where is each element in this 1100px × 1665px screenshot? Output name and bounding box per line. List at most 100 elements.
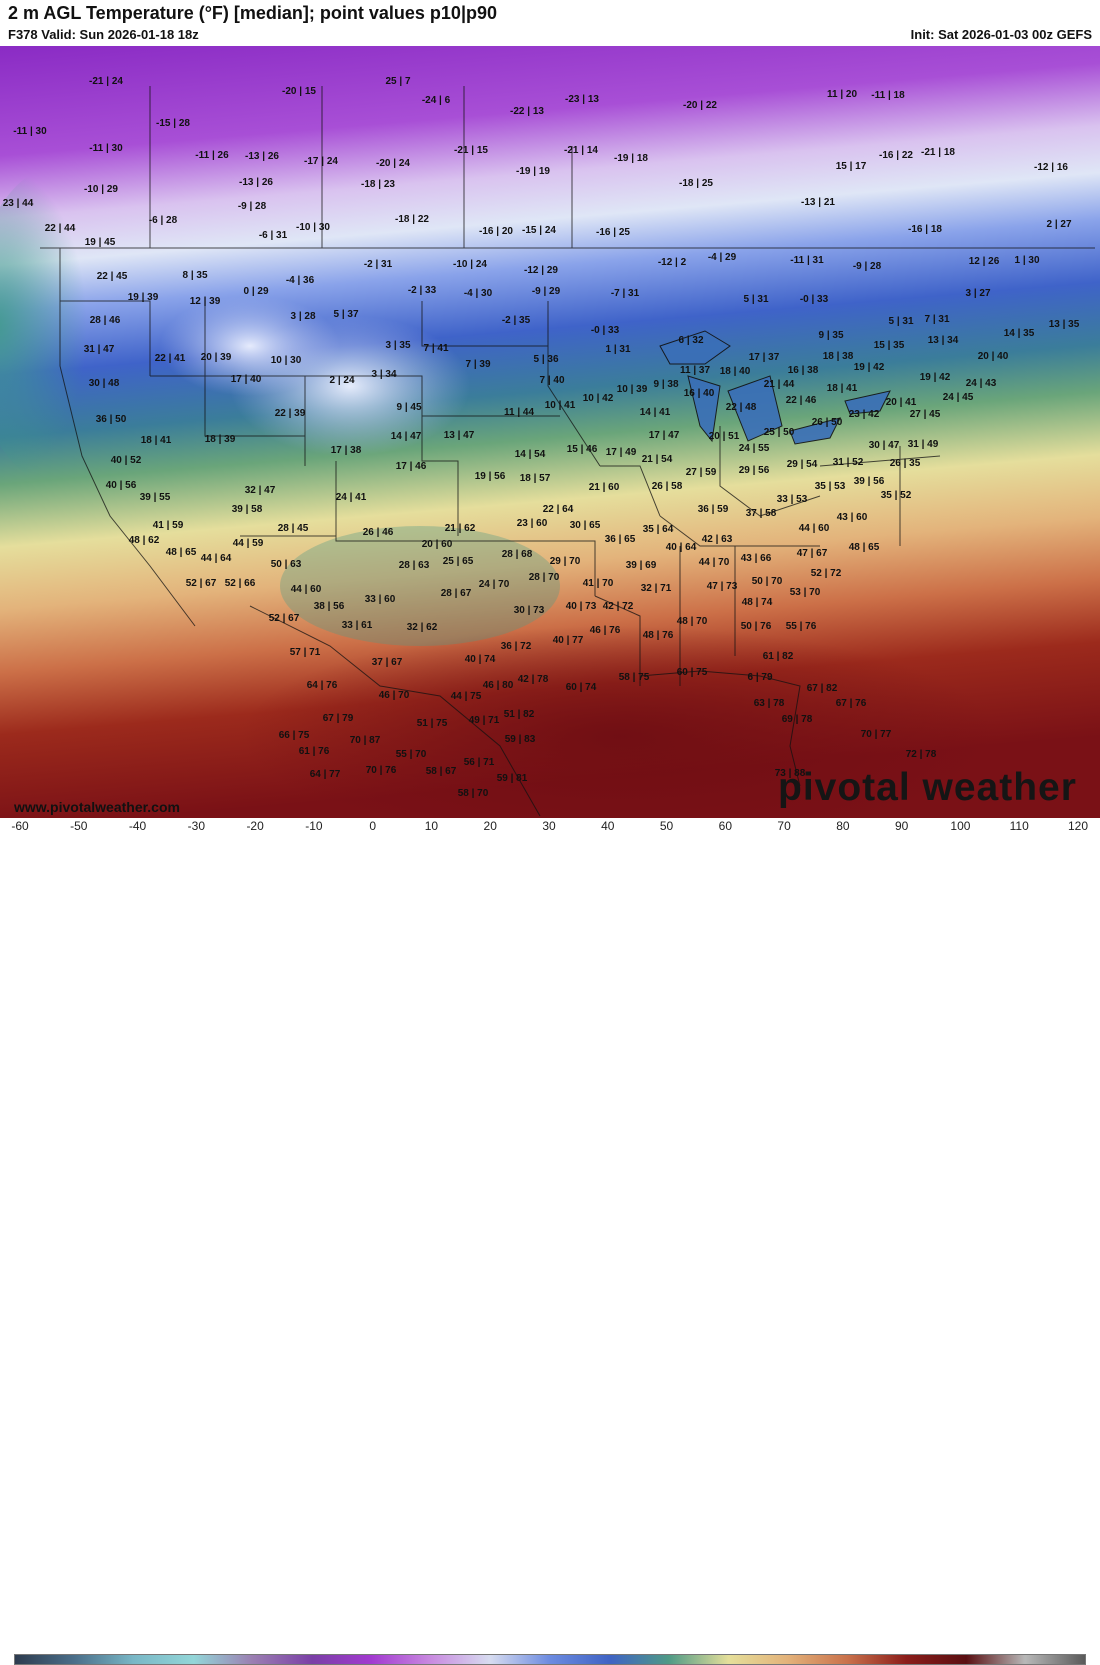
point-value: 37 | 67 (371, 657, 403, 668)
point-value: 17 | 46 (395, 461, 427, 472)
point-value: -19 | 19 (516, 166, 550, 177)
point-value: 48 | 76 (642, 630, 674, 641)
header-bar: 2 m AGL Temperature (°F) [median]; point… (0, 0, 1100, 46)
point-value: 22 | 64 (542, 504, 574, 515)
point-value: 13 | 35 (1048, 319, 1080, 330)
point-value: 0 | 29 (243, 286, 269, 297)
point-value: 32 | 71 (640, 583, 672, 594)
point-value: 13 | 34 (927, 335, 959, 346)
point-value: 33 | 60 (364, 594, 396, 605)
point-value: 40 | 64 (665, 542, 697, 553)
point-value: 55 | 70 (395, 749, 427, 760)
point-value: 43 | 66 (740, 553, 772, 564)
point-value: 5 | 37 (333, 309, 359, 320)
point-value: 2 | 27 (1046, 219, 1072, 230)
point-value: 40 | 77 (552, 635, 584, 646)
point-value: 15 | 46 (566, 444, 598, 455)
point-value: 24 | 55 (738, 443, 770, 454)
point-value: -11 | 30 (13, 126, 47, 137)
point-value: 26 | 50 (811, 417, 843, 428)
point-value: 17 | 40 (230, 374, 262, 385)
point-value: 44 | 60 (290, 584, 322, 595)
point-value: 18 | 38 (822, 351, 854, 362)
point-value: 14 | 47 (390, 431, 422, 442)
point-value: -18 | 23 (361, 179, 395, 190)
point-value: -9 | 28 (237, 201, 267, 212)
point-value: -4 | 36 (285, 275, 315, 286)
point-value: 13 | 47 (443, 430, 475, 441)
point-value: -9 | 29 (531, 286, 561, 297)
watermark-url: www.pivotalweather.com (14, 799, 180, 815)
point-value: 58 | 70 (457, 788, 489, 799)
point-value: 31 | 49 (907, 439, 939, 450)
point-value: 63 | 78 (753, 698, 785, 709)
point-value: 52 | 72 (810, 568, 842, 579)
point-value: 42 | 72 (602, 601, 634, 612)
point-value: -2 | 35 (501, 315, 531, 326)
point-value: 5 | 36 (533, 354, 559, 365)
point-value: 19 | 45 (84, 237, 116, 248)
point-value: 50 | 70 (751, 576, 783, 587)
point-value: 35 | 53 (814, 481, 846, 492)
point-value: 48 | 65 (848, 542, 880, 553)
colorbar-tick-label: 20 (483, 819, 497, 833)
point-value: 3 | 34 (371, 369, 397, 380)
point-value: 23 | 44 (2, 198, 34, 209)
point-value: 35 | 64 (642, 524, 674, 535)
point-value: 18 | 39 (204, 434, 236, 445)
point-value: 47 | 67 (796, 548, 828, 559)
point-value: -11 | 30 (89, 143, 123, 154)
colorbar-tick-label: -40 (128, 819, 147, 833)
colorbar-tick-label: 110 (1009, 819, 1029, 833)
point-value: 72 | 78 (905, 749, 937, 760)
valid-time: F378 Valid: Sun 2026-01-18 18z (8, 27, 199, 42)
point-value: -19 | 18 (614, 153, 648, 164)
point-value: 28 | 63 (398, 560, 430, 571)
point-value: 23 | 42 (848, 409, 880, 420)
point-value: 17 | 37 (748, 352, 780, 363)
point-value: 31 | 52 (832, 457, 864, 468)
point-value: -12 | 29 (524, 265, 558, 276)
point-value: 9 | 45 (396, 402, 422, 413)
point-value: 31 | 47 (83, 344, 115, 355)
temperature-field (0, 46, 1100, 818)
colorbar-tick-label: 40 (601, 819, 615, 833)
point-value: 18 | 57 (519, 473, 551, 484)
point-value: 17 | 49 (605, 447, 637, 458)
point-value: 14 | 35 (1003, 328, 1035, 339)
point-value: 36 | 72 (500, 641, 532, 652)
point-value: 16 | 40 (683, 388, 715, 399)
point-value: 42 | 78 (517, 674, 549, 685)
point-value: -6 | 28 (148, 215, 178, 226)
point-value: 67 | 82 (806, 683, 838, 694)
point-value: 47 | 73 (706, 581, 738, 592)
colorbar-tick-label: 90 (894, 819, 909, 833)
point-value: 57 | 71 (289, 647, 321, 658)
point-value: 33 | 53 (776, 494, 808, 505)
point-value: -0 | 33 (799, 294, 829, 305)
point-value: 32 | 62 (406, 622, 438, 633)
point-value: -0 | 33 (590, 325, 620, 336)
point-value: 33 | 61 (341, 620, 373, 631)
point-value: 18 | 40 (719, 366, 751, 377)
colorbar-tick-label: -20 (246, 819, 264, 833)
point-value: 3 | 28 (290, 311, 316, 322)
point-value: -11 | 18 (871, 90, 905, 101)
point-value: 29 | 70 (549, 556, 581, 567)
point-value: 40 | 74 (464, 654, 496, 665)
point-value: 7 | 39 (465, 359, 491, 370)
colorbar-tick-label: -10 (305, 819, 323, 833)
point-value: 28 | 46 (89, 315, 121, 326)
point-value: 7 | 41 (423, 343, 449, 354)
point-value: 22 | 39 (274, 408, 306, 419)
point-value: 24 | 70 (478, 579, 510, 590)
point-value: 24 | 45 (942, 392, 974, 403)
point-value: 3 | 35 (385, 340, 411, 351)
point-value: 36 | 65 (604, 534, 636, 545)
colorbar-tick-label: -30 (187, 819, 205, 833)
point-value: -24 | 6 (421, 95, 451, 106)
colorbar-tick-label: 70 (777, 819, 791, 833)
point-value: 70 | 77 (860, 729, 892, 740)
point-value: 30 | 48 (88, 378, 120, 389)
point-value: 40 | 73 (565, 601, 597, 612)
